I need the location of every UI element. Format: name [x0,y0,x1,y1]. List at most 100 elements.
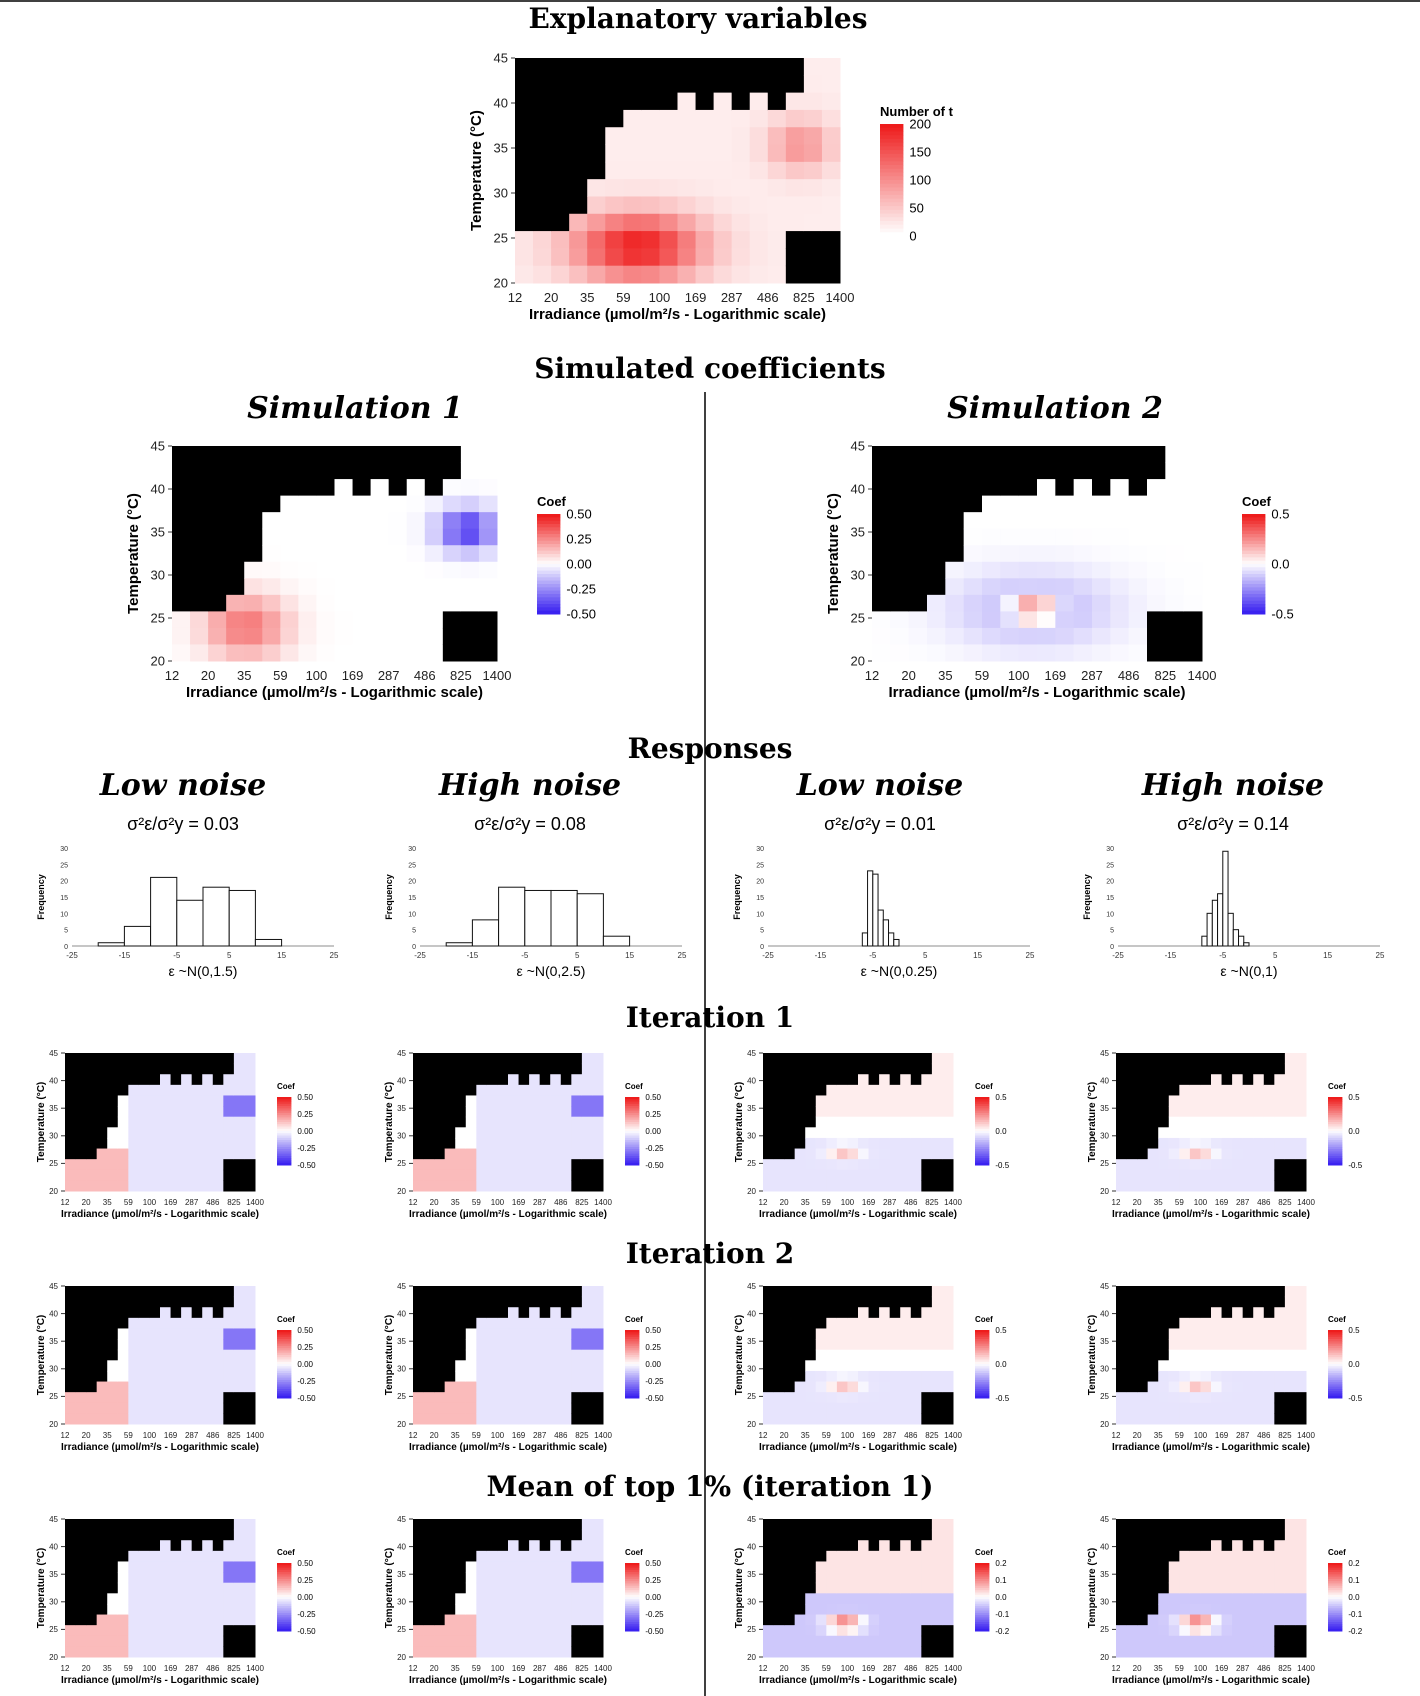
heatmap-cell [1037,462,1056,480]
heatmap-cell [75,1593,87,1605]
heatmap-cell [1232,1550,1244,1562]
x-tick-label: 12 [409,1664,418,1673]
heatmap-cell [1284,1084,1296,1096]
heatmap-cell [560,1529,572,1541]
heatmap-cell [515,265,534,284]
heatmap-cell [847,1137,859,1150]
heatmap-cell [847,1561,859,1573]
heatmap-cell [96,1635,108,1647]
heatmap-cell [931,1084,943,1096]
heatmap-cell [233,1286,245,1298]
legend-swatch [880,232,904,237]
legend-tick-label: 0.25 [645,1576,661,1585]
x-tick-label: 59 [1175,1198,1184,1207]
heatmap-cell [1179,1593,1191,1605]
heatmap-cell [128,1360,140,1372]
heatmap-cell [476,1339,488,1351]
heatmap-cell [1110,545,1130,563]
heatmap-cell [1200,1540,1212,1552]
heatmap-cell [623,127,642,146]
heatmap-cell [1126,1625,1138,1637]
heatmap-cell [900,1169,912,1181]
heatmap-cell [455,1360,467,1372]
heatmap-cell [763,1529,775,1541]
histogram-bar [872,873,879,947]
heatmap-cell [889,1392,901,1404]
heatmap-cell [550,1370,562,1383]
heatmap-cell [539,1582,551,1594]
heatmap-cell [910,1413,922,1425]
heatmap-cell [847,1582,859,1594]
hist-y-tick-label: 15 [60,895,68,902]
heatmap-cell [244,1339,256,1351]
legend-swatch [880,221,904,226]
heatmap-cell [529,1328,541,1340]
heatmap-cell [890,495,910,513]
heatmap-cell [803,196,823,215]
heatmap-cell [927,594,946,612]
heatmap-cell [767,92,787,111]
legend-tick-label: -0.25 [297,1610,316,1619]
legend-swatch [1328,1626,1343,1630]
heatmap-cell [767,265,787,284]
heatmap-cell [836,1307,848,1319]
heatmap-cell [1242,1540,1254,1552]
legend-swatch [625,1597,640,1600]
legend-swatch [625,1373,640,1376]
legend-swatch [277,1391,292,1394]
heatmap-cell [872,446,891,464]
heatmap-cell [1183,545,1203,563]
heatmap-cell [138,1646,150,1658]
legend-swatch [625,1361,640,1365]
legend-swatch [625,1106,640,1109]
heatmap-cell [931,1159,943,1171]
heatmap-cell [1055,627,1075,645]
heatmap-cell [560,1137,572,1150]
heatmap-cell [982,644,1001,662]
heatmap-cell [223,1402,235,1414]
legend-swatch [1328,1133,1343,1137]
heatmap-cell [1211,1095,1223,1107]
legend-swatch [975,1155,990,1159]
heatmap-cell [1221,1084,1233,1096]
heatmap-cell [1137,1519,1149,1531]
heatmap-cell [86,1286,98,1298]
heatmap-cell [784,1307,796,1319]
heatmap-cell [1137,1159,1149,1171]
heatmap-cell [713,58,733,76]
legend-swatch [537,587,561,592]
heatmap-cell [65,1127,77,1139]
heatmap-cell [1295,1529,1307,1541]
heatmap-cell [508,1328,520,1340]
heatmap-cell [65,1603,77,1616]
x-tick-label: 35 [103,1431,112,1440]
heatmap-cell [1295,1095,1307,1107]
heatmap-cell [434,1074,446,1086]
heatmap-cell [763,1370,775,1383]
heatmap-cell [160,1625,172,1637]
heatmap-cell [444,1519,456,1531]
heatmap-cell [86,1148,98,1160]
heatmap-cell [1274,1063,1286,1075]
legend-swatch [625,1117,640,1121]
heatmap-cell [641,196,660,215]
heatmap-cell [455,1519,467,1531]
heatmap-cell [1116,1317,1128,1329]
heatmap-cell [794,1127,806,1139]
heatmap-cell [455,1646,467,1658]
heatmap-cell [1211,1127,1223,1139]
heatmap-cell [1253,1339,1265,1351]
heatmap-cell [1274,1614,1286,1626]
heatmap-cell [476,1307,488,1319]
heatmap-cell [388,644,408,662]
heatmap-cell [1200,1159,1212,1171]
heatmap-cell [539,1360,551,1372]
heatmap-cell [858,1148,870,1160]
heatmap-cell [1018,627,1038,645]
heatmap-cell [1295,1646,1307,1658]
legend-swatch [1328,1608,1343,1612]
legend-tick-label: 0.5 [1271,507,1289,522]
legend-swatch [1328,1354,1343,1358]
heatmap-cell [927,462,946,480]
